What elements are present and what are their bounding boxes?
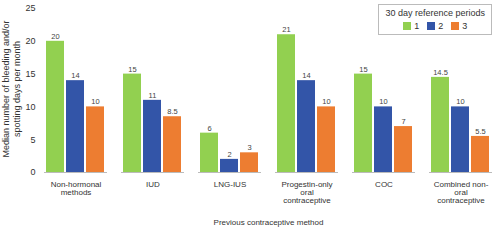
svg-text:11: 11 <box>149 91 157 100</box>
svg-text:14.5: 14.5 <box>433 68 448 77</box>
svg-text:6: 6 <box>207 124 211 133</box>
svg-text:15: 15 <box>25 69 35 79</box>
svg-text:10: 10 <box>91 97 99 106</box>
svg-text:25: 25 <box>25 3 35 13</box>
svg-text:10: 10 <box>25 102 35 112</box>
html-text:1: 1 <box>414 21 420 31</box>
svg-text:LNG-IUS: LNG-IUS <box>214 180 246 189</box>
svg-text:21: 21 <box>282 25 290 34</box>
svg-text:5.5: 5.5 <box>475 127 485 136</box>
svg-text:2: 2 <box>227 150 231 159</box>
svg-text:20: 20 <box>25 36 35 46</box>
svg-text:15: 15 <box>128 65 136 74</box>
svg-text:14: 14 <box>302 71 310 80</box>
svg-text:Previous contraceptive method: Previous contraceptive method <box>214 218 324 227</box>
svg-text:15: 15 <box>359 65 367 74</box>
svg-text:7: 7 <box>401 117 405 126</box>
svg-text:COC: COC <box>375 180 393 189</box>
svg-text:10: 10 <box>379 97 387 106</box>
html-text:3: 3 <box>462 21 468 31</box>
html-text:Median number of bleeding and/: Median number of bleeding and/or spottin… <box>1 20 22 158</box>
svg-text:IUD: IUD <box>146 180 160 189</box>
svg-text:5: 5 <box>30 135 35 145</box>
html-text:2: 2 <box>438 21 444 31</box>
svg-text:Non-hormonalmethods: Non-hormonalmethods <box>51 180 102 197</box>
svg-text:8.5: 8.5 <box>167 107 177 116</box>
svg-text:Combined non-oralcontraceptive: Combined non-oralcontraceptive <box>434 180 489 205</box>
svg-text:3: 3 <box>247 143 251 152</box>
svg-text:14: 14 <box>71 71 79 80</box>
svg-text:10: 10 <box>456 97 464 106</box>
svg-text:0: 0 <box>30 167 35 177</box>
svg-text:20: 20 <box>51 32 59 41</box>
html-text:30 day reference periods: 30 day reference periods <box>385 8 485 18</box>
svg-text:10: 10 <box>322 97 330 106</box>
svg-text:Progestin-onlyoralcontraceptiv: Progestin-onlyoralcontraceptive <box>281 180 332 205</box>
